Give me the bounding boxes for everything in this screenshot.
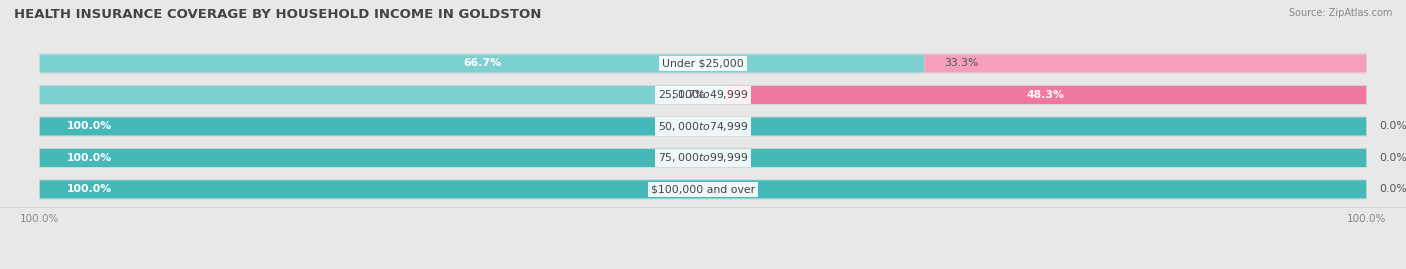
Text: 0.0%: 0.0% bbox=[1379, 184, 1406, 194]
FancyBboxPatch shape bbox=[39, 117, 1367, 136]
FancyBboxPatch shape bbox=[39, 149, 1367, 167]
Text: 100.0%: 100.0% bbox=[66, 153, 111, 163]
Text: $50,000 to $74,999: $50,000 to $74,999 bbox=[658, 120, 748, 133]
FancyBboxPatch shape bbox=[925, 54, 1367, 73]
Text: 48.3%: 48.3% bbox=[1026, 90, 1064, 100]
Text: 66.7%: 66.7% bbox=[463, 58, 501, 69]
Text: 0.0%: 0.0% bbox=[1379, 153, 1406, 163]
Text: 0.0%: 0.0% bbox=[1379, 121, 1406, 132]
FancyBboxPatch shape bbox=[39, 117, 1367, 136]
Text: $100,000 and over: $100,000 and over bbox=[651, 184, 755, 194]
Text: 51.7%: 51.7% bbox=[671, 90, 706, 100]
Text: Under $25,000: Under $25,000 bbox=[662, 58, 744, 69]
Text: $25,000 to $49,999: $25,000 to $49,999 bbox=[658, 89, 748, 101]
FancyBboxPatch shape bbox=[39, 85, 1367, 105]
FancyBboxPatch shape bbox=[39, 180, 1367, 199]
FancyBboxPatch shape bbox=[39, 54, 925, 73]
Text: HEALTH INSURANCE COVERAGE BY HOUSEHOLD INCOME IN GOLDSTON: HEALTH INSURANCE COVERAGE BY HOUSEHOLD I… bbox=[14, 8, 541, 21]
Text: $75,000 to $99,999: $75,000 to $99,999 bbox=[658, 151, 748, 164]
FancyBboxPatch shape bbox=[39, 86, 725, 104]
FancyBboxPatch shape bbox=[39, 148, 1367, 168]
FancyBboxPatch shape bbox=[39, 180, 1367, 199]
Text: 100.0%: 100.0% bbox=[66, 121, 111, 132]
FancyBboxPatch shape bbox=[39, 54, 1367, 73]
FancyBboxPatch shape bbox=[725, 86, 1367, 104]
Text: 100.0%: 100.0% bbox=[66, 184, 111, 194]
Text: 33.3%: 33.3% bbox=[945, 58, 979, 69]
Text: Source: ZipAtlas.com: Source: ZipAtlas.com bbox=[1288, 8, 1392, 18]
